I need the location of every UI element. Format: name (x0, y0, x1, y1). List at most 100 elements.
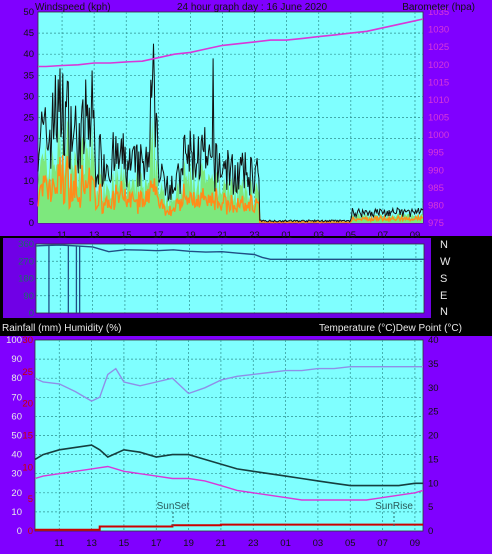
panel2-grid (36, 244, 424, 313)
y-tick-label-rain: 30 (22, 335, 33, 346)
y-tick-label-rain: 5 (28, 494, 33, 505)
y-tick-label-direction: 90 (23, 291, 34, 302)
y-tick-label-humidity: 70 (11, 392, 22, 403)
sunrise-label: SunRise (375, 501, 413, 512)
dewpoint-line (34, 465, 424, 501)
y-tick-label-windspeed: 10 (23, 176, 34, 187)
x-tick-label: 09 (410, 538, 421, 549)
barometer-line (38, 18, 424, 68)
y-tick-label-barometer: 985 (428, 183, 444, 194)
panel2-marks (35, 244, 424, 313)
x-tick-label: 07 (378, 230, 389, 241)
y-tick-label-temperature: 40 (428, 335, 439, 346)
y-tick-label-barometer: 1005 (428, 113, 449, 124)
y-tick-label-barometer: 1030 (428, 25, 449, 36)
y-tick-label-windspeed: 35 (23, 70, 34, 81)
chart-title: 24 hour graph day : 16 June 2020 (177, 2, 328, 13)
x-tick-label: 15 (121, 230, 132, 241)
y-tick-label-barometer: 995 (428, 148, 444, 159)
y-tick-label-barometer: 1015 (428, 77, 449, 88)
y-tick-label-humidity: 0 (17, 526, 22, 537)
y-tick-label-windspeed: 15 (23, 155, 34, 166)
y-tick-label-rain: 25 (22, 367, 33, 378)
y-tick-label-barometer: 990 (428, 165, 444, 176)
x-tick-label: 11 (54, 538, 64, 549)
y-tick-label-barometer: 1010 (428, 95, 449, 106)
y-tick-label-barometer: 1000 (428, 130, 449, 141)
y-tick-label-rain: 15 (22, 431, 33, 442)
panel1-marks (37, 18, 424, 224)
y-tick-label-temperature: 15 (428, 454, 439, 465)
compass-label-w: W (440, 256, 451, 268)
x-tick-label: 01 (281, 230, 292, 241)
y-tick-label-humidity: 40 (11, 450, 22, 461)
humidity-line (34, 366, 423, 402)
rain-humidity-axis-label: Rainfall (mm) Humidity (%) (2, 323, 121, 334)
x-tick-label: 19 (183, 538, 194, 549)
x-tick-label: 21 (216, 538, 227, 549)
x-tick-label: 13 (86, 538, 97, 549)
x-tick-label: 11 (57, 230, 67, 241)
wind-direction-line (35, 244, 424, 260)
x-tick-label: 13 (89, 230, 100, 241)
x-tick-label: 23 (248, 538, 259, 549)
temp-dewpoint-axis-label: Temperature (°C)Dew Point (°C) (319, 323, 462, 334)
y-tick-label-humidity: 80 (11, 373, 22, 384)
x-tick-label: 07 (377, 538, 388, 549)
y-tick-label-humidity: 20 (11, 488, 22, 499)
panel3-marks (34, 366, 424, 531)
x-tick-label: 05 (345, 538, 356, 549)
y-tick-label-windspeed: 5 (29, 197, 34, 208)
x-tick-label: 05 (346, 230, 357, 241)
y-tick-label-barometer: 980 (428, 200, 444, 211)
y-tick-label-rain: 10 (22, 462, 33, 473)
temperature-line (34, 444, 423, 487)
y-tick-label-humidity: 100 (6, 335, 22, 346)
y-tick-label-windspeed: 50 (23, 7, 34, 18)
compass-label-n-top: N (440, 239, 448, 251)
y-tick-label-windspeed: 30 (23, 91, 34, 102)
x-tick-label: 09 (410, 230, 421, 241)
sunset-label: SunSet (157, 501, 190, 512)
y-tick-label-humidity: 10 (11, 507, 22, 518)
compass-label-n-bottom: N (440, 306, 448, 318)
y-tick-label-humidity: 30 (11, 469, 22, 480)
x-tick-label: 01 (280, 538, 291, 549)
y-tick-label-direction: 360 (18, 239, 34, 250)
x-tick-label: 21 (217, 230, 228, 241)
y-tick-label-rain: 0 (28, 526, 33, 537)
x-tick-label: 03 (313, 538, 324, 549)
y-tick-label-temperature: 35 (428, 359, 439, 370)
x-tick-label: 15 (119, 538, 130, 549)
x-tick-label: 17 (153, 230, 164, 241)
x-tick-label: 19 (185, 230, 196, 241)
y-tick-label-barometer: 1020 (428, 60, 449, 71)
y-tick-label-barometer: 1035 (428, 7, 449, 18)
y-tick-label-direction: 270 (18, 256, 34, 267)
barometer-axis-label: Barometer (hpa) (402, 2, 475, 13)
wind-speed-line (37, 154, 423, 224)
y-tick-label-temperature: 20 (428, 431, 439, 442)
x-tick-label: 23 (249, 230, 260, 241)
rainfall-line (35, 523, 423, 531)
y-tick-label-temperature: 25 (428, 407, 439, 418)
wind-gust-line (37, 43, 424, 223)
y-tick-label-direction: 0 (29, 308, 34, 319)
windspeed-axis-label: Windspeed (kph) (35, 2, 111, 13)
y-tick-label-barometer: 975 (428, 218, 444, 229)
y-tick-label-humidity: 50 (11, 431, 22, 442)
y-tick-label-barometer: 1025 (428, 42, 449, 53)
y-tick-label-windspeed: 45 (23, 28, 34, 39)
y-tick-label-temperature: 0 (428, 526, 433, 537)
wind-average-area (38, 114, 423, 223)
compass-label-s: S (440, 273, 447, 285)
y-tick-label-rain: 20 (22, 399, 33, 410)
y-tick-label-humidity: 90 (11, 354, 22, 365)
y-tick-label-temperature: 30 (428, 383, 439, 394)
y-tick-label-windspeed: 20 (23, 134, 34, 145)
y-tick-label-windspeed: 25 (23, 113, 34, 124)
x-tick-label: 03 (313, 230, 324, 241)
y-tick-label-temperature: 5 (428, 502, 433, 513)
y-tick-label-temperature: 10 (428, 478, 439, 489)
